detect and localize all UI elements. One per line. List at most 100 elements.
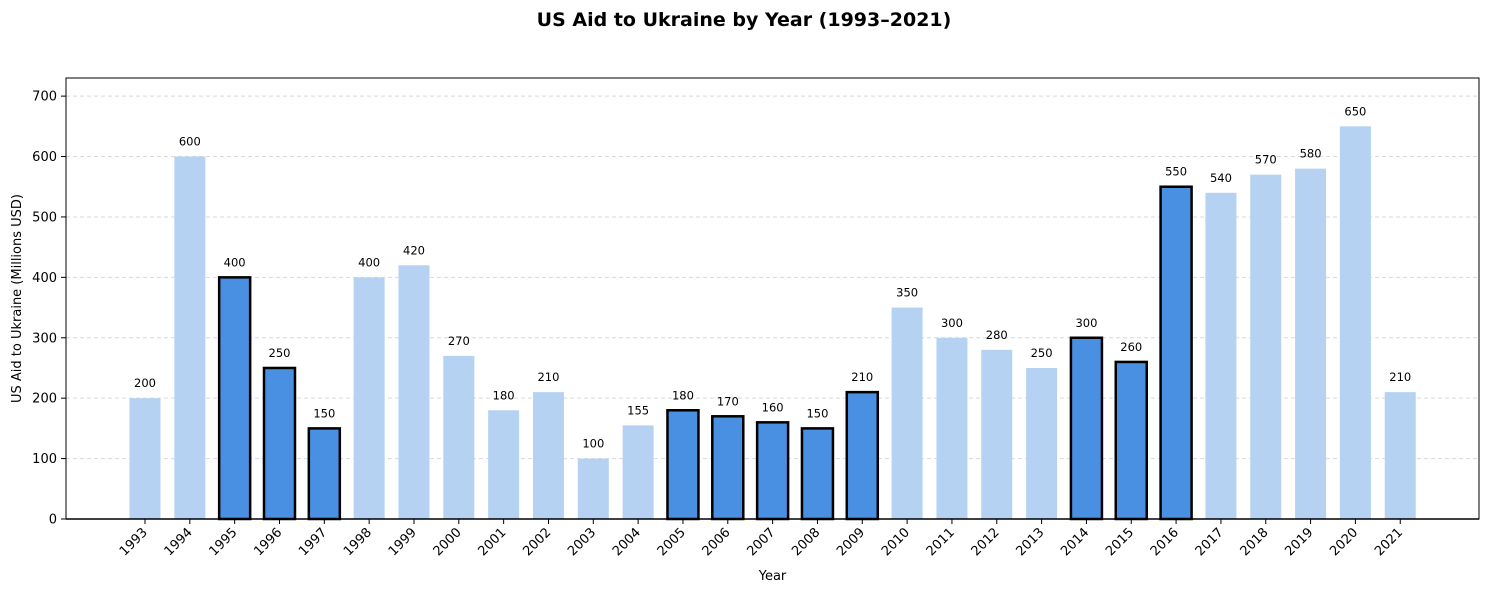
data-labels: 200 600 400 250 150 400 420 270 180 210 100 155 180 1… (134, 104, 1411, 450)
data-label: 600 (179, 135, 201, 149)
x-tick-label: 1999 (386, 525, 420, 559)
data-label: 580 (1300, 147, 1322, 161)
bar-highlighted (1069, 336, 1104, 521)
x-tick-label: 1998 (341, 525, 375, 559)
bar (1295, 168, 1327, 519)
data-label: 150 (313, 406, 335, 420)
data-label: 400 (358, 255, 380, 269)
bar (1205, 192, 1237, 519)
x-tick-label: 2001 (475, 525, 509, 559)
data-label: 200 (134, 376, 156, 390)
data-label: 180 (493, 388, 515, 402)
x-tick-label: 2007 (744, 525, 778, 559)
data-label: 210 (1389, 370, 1411, 384)
bar-highlighted (800, 427, 835, 521)
x-tick-label: 2003 (565, 525, 599, 559)
data-label: 155 (627, 403, 649, 417)
x-tick-label: 2014 (1058, 525, 1092, 559)
grid-lines (66, 95, 1479, 460)
x-tick-label: 2002 (520, 525, 554, 559)
bar-highlighted (1114, 360, 1149, 521)
x-tick-label: 2019 (1282, 525, 1316, 559)
data-label: 210 (537, 370, 559, 384)
x-tick-label: 2011 (924, 525, 958, 559)
data-label: 160 (762, 400, 784, 414)
y-tick-label: 500 (32, 210, 57, 225)
bar-highlighted (1159, 185, 1193, 521)
data-label: 400 (224, 255, 246, 269)
data-label: 260 (1120, 340, 1142, 354)
bar (129, 398, 161, 519)
bar (577, 458, 609, 519)
bar (936, 337, 968, 519)
data-label: 100 (582, 437, 604, 451)
x-tick-label: 2006 (700, 525, 734, 559)
data-label: 270 (448, 334, 470, 348)
y-axis-label: US Aid to Ukraine (Millions USD) (10, 194, 25, 403)
bar (443, 355, 475, 519)
bar-highlighted (262, 366, 297, 521)
x-tick-label: 2004 (610, 525, 644, 559)
bar (622, 425, 654, 519)
y-tick-label: 400 (32, 271, 57, 286)
data-label: 250 (269, 346, 291, 360)
bar (1250, 174, 1282, 519)
bar (353, 277, 385, 519)
x-tick-label: 2013 (1013, 525, 1047, 559)
bar-highlighted (217, 276, 252, 521)
data-label: 180 (672, 388, 694, 402)
x-tick-label: 2021 (1372, 525, 1406, 559)
y-tick-label: 600 (32, 150, 57, 165)
data-label: 300 (1075, 316, 1097, 330)
data-label: 250 (1031, 346, 1053, 360)
x-tick-label: 2009 (834, 525, 868, 559)
x-tick-label: 1994 (162, 525, 196, 559)
x-tick-label: 1995 (206, 525, 240, 559)
bar (981, 349, 1013, 519)
y-axis-ticks: 0 100 200 300 400 500 600 700 (32, 90, 66, 528)
x-tick-label: 2018 (1238, 525, 1272, 559)
y-tick-label: 300 (32, 331, 57, 346)
bar (532, 392, 564, 519)
data-label: 280 (986, 328, 1008, 342)
bar (488, 410, 520, 519)
x-tick-label: 2000 (431, 525, 465, 559)
bar (398, 265, 430, 519)
data-label: 210 (851, 370, 873, 384)
x-axis-label: Year (758, 569, 787, 584)
data-label: 150 (806, 406, 828, 420)
chart-title: US Aid to Ukraine by Year (1993–2021) (537, 9, 952, 31)
x-tick-label: 1996 (251, 525, 285, 559)
x-tick-label: 2012 (969, 525, 1003, 559)
data-label: 420 (403, 243, 425, 257)
y-tick-label: 0 (49, 513, 57, 528)
bar-highlighted (845, 390, 880, 521)
bar (1339, 126, 1371, 519)
x-tick-label: 2005 (655, 525, 689, 559)
data-label: 650 (1344, 104, 1366, 118)
bar (1026, 367, 1058, 519)
x-tick-label: 2020 (1327, 525, 1361, 559)
x-tick-label: 2010 (879, 525, 913, 559)
x-tick-label: 2015 (1103, 525, 1137, 559)
bar-highlighted (307, 427, 342, 521)
data-label: 540 (1210, 171, 1232, 185)
bar-highlighted (666, 409, 700, 521)
bar-highlighted (755, 421, 790, 521)
y-tick-label: 100 (32, 452, 57, 467)
bar-highlighted (711, 415, 745, 521)
x-tick-label: 2008 (789, 525, 823, 559)
y-tick-label: 200 (32, 392, 57, 407)
bar (174, 156, 206, 519)
data-label: 350 (896, 286, 918, 300)
data-label: 170 (717, 394, 739, 408)
x-tick-label: 2017 (1193, 525, 1227, 559)
x-tick-label: 1997 (296, 525, 330, 559)
bars (129, 126, 1416, 521)
y-tick-label: 700 (32, 90, 57, 105)
x-tick-label: 1993 (117, 525, 151, 559)
data-label: 300 (941, 316, 963, 330)
data-label: 550 (1165, 165, 1187, 179)
